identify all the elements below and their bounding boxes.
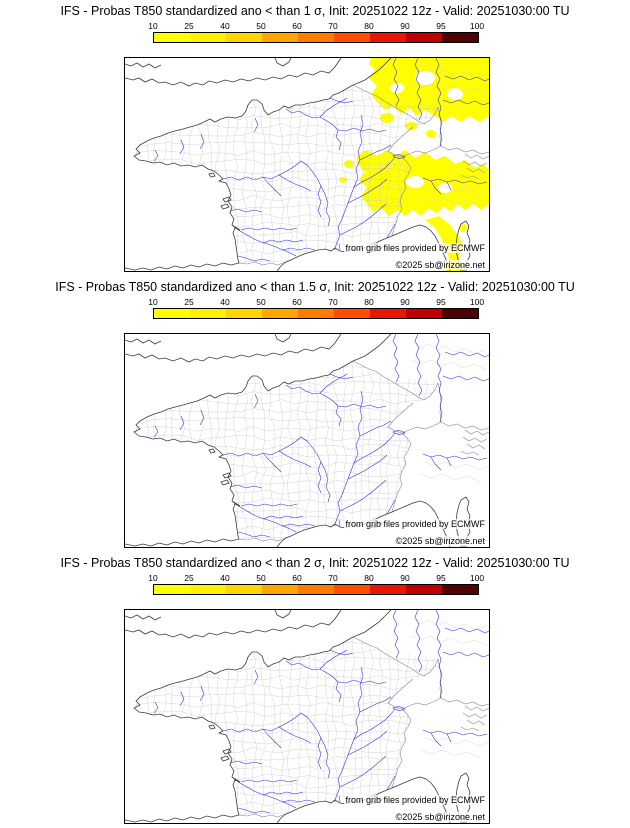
colorbar: 10 25 40 50 60 70 80 90 95 100 bbox=[148, 21, 484, 43]
colorbar-tick-label: 40 bbox=[220, 297, 230, 307]
colorbar-tick-label: 95 bbox=[436, 573, 446, 583]
map-france: from grib files provided by ECMWF ©2025 … bbox=[124, 57, 490, 272]
colorbar-segment bbox=[190, 33, 226, 42]
page-title: IFS - Probas T850 standardized ano < tha… bbox=[60, 4, 570, 18]
panel-sigma-1-5: IFS - Probas T850 standardized ano < tha… bbox=[0, 276, 630, 552]
colorbar-segment bbox=[334, 33, 370, 42]
colorbar-segment bbox=[298, 585, 334, 594]
colorbar-gradient bbox=[153, 308, 479, 319]
page-title: IFS - Probas T850 standardized ano < tha… bbox=[55, 280, 575, 294]
colorbar-tick-label: 25 bbox=[184, 297, 194, 307]
colorbar-segment bbox=[298, 309, 334, 318]
map-canvas bbox=[125, 334, 489, 547]
colorbar-segment bbox=[154, 585, 190, 594]
colorbar-segment bbox=[190, 309, 226, 318]
colorbar-tick-label: 50 bbox=[256, 297, 266, 307]
colorbar-segment bbox=[154, 33, 190, 42]
colorbar-segment bbox=[370, 585, 406, 594]
colorbar-tick-label: 10 bbox=[148, 21, 158, 31]
colorbar-tick-label: 100 bbox=[469, 297, 485, 307]
colorbar-gradient bbox=[153, 32, 479, 43]
colorbar-ticks: 10 25 40 50 60 70 80 90 95 100 bbox=[148, 573, 484, 583]
colorbar-ticks: 10 25 40 50 60 70 80 90 95 100 bbox=[148, 297, 484, 307]
map-france: from grib files provided by ECMWF ©2025 … bbox=[124, 333, 490, 548]
colorbar-segment bbox=[442, 33, 478, 42]
colorbar-tick-label: 50 bbox=[256, 573, 266, 583]
colorbar-tick-label: 95 bbox=[436, 21, 446, 31]
colorbar-segment bbox=[370, 309, 406, 318]
colorbar-segment bbox=[298, 33, 334, 42]
colorbar-segment bbox=[262, 33, 298, 42]
colorbar-tick-label: 60 bbox=[292, 573, 302, 583]
colorbar-segment bbox=[262, 585, 298, 594]
colorbar-segment bbox=[334, 585, 370, 594]
colorbar-tick-label: 40 bbox=[220, 21, 230, 31]
colorbar-segment bbox=[334, 309, 370, 318]
colorbar-segment bbox=[154, 309, 190, 318]
colorbar-tick-label: 100 bbox=[469, 573, 485, 583]
colorbar-tick-label: 25 bbox=[184, 573, 194, 583]
colorbar-tick-label: 95 bbox=[436, 297, 446, 307]
colorbar-segment bbox=[226, 585, 262, 594]
map-canvas bbox=[125, 58, 489, 271]
colorbar-tick-label: 70 bbox=[328, 21, 338, 31]
colorbar-tick-label: 100 bbox=[469, 21, 485, 31]
colorbar-segment bbox=[406, 309, 442, 318]
colorbar-segment bbox=[226, 33, 262, 42]
colorbar-tick-label: 60 bbox=[292, 297, 302, 307]
colorbar-segment bbox=[406, 585, 442, 594]
colorbar-segment bbox=[226, 309, 262, 318]
colorbar: 10 25 40 50 60 70 80 90 95 100 bbox=[148, 573, 484, 595]
panel-sigma-2: IFS - Probas T850 standardized ano < tha… bbox=[0, 552, 630, 828]
panel-sigma-1: IFS - Probas T850 standardized ano < tha… bbox=[0, 0, 630, 276]
map-france: from grib files provided by ECMWF ©2025 … bbox=[124, 609, 490, 824]
colorbar: 10 25 40 50 60 70 80 90 95 100 bbox=[148, 297, 484, 319]
colorbar-segment bbox=[442, 585, 478, 594]
colorbar-tick-label: 80 bbox=[364, 573, 374, 583]
colorbar-segment bbox=[262, 309, 298, 318]
credit-copyright: ©2025 sb@irizone.net bbox=[394, 812, 486, 822]
credit-ecmwf: from grib files provided by ECMWF bbox=[344, 243, 486, 253]
colorbar-segment bbox=[370, 33, 406, 42]
colorbar-gradient bbox=[153, 584, 479, 595]
page-title: IFS - Probas T850 standardized ano < tha… bbox=[60, 556, 570, 570]
colorbar-tick-label: 70 bbox=[328, 573, 338, 583]
colorbar-segment bbox=[190, 585, 226, 594]
colorbar-tick-label: 10 bbox=[148, 573, 158, 583]
credit-ecmwf: from grib files provided by ECMWF bbox=[344, 795, 486, 805]
colorbar-segment bbox=[442, 309, 478, 318]
colorbar-tick-label: 90 bbox=[400, 297, 410, 307]
colorbar-tick-label: 40 bbox=[220, 573, 230, 583]
colorbar-tick-label: 90 bbox=[400, 573, 410, 583]
colorbar-tick-label: 80 bbox=[364, 21, 374, 31]
colorbar-tick-label: 60 bbox=[292, 21, 302, 31]
credit-ecmwf: from grib files provided by ECMWF bbox=[344, 519, 486, 529]
colorbar-tick-label: 70 bbox=[328, 297, 338, 307]
colorbar-ticks: 10 25 40 50 60 70 80 90 95 100 bbox=[148, 21, 484, 31]
colorbar-tick-label: 10 bbox=[148, 297, 158, 307]
colorbar-tick-label: 50 bbox=[256, 21, 266, 31]
credit-copyright: ©2025 sb@irizone.net bbox=[394, 260, 486, 270]
credit-copyright: ©2025 sb@irizone.net bbox=[394, 536, 486, 546]
colorbar-segment bbox=[406, 33, 442, 42]
colorbar-tick-label: 90 bbox=[400, 21, 410, 31]
colorbar-tick-label: 25 bbox=[184, 21, 194, 31]
colorbar-tick-label: 80 bbox=[364, 297, 374, 307]
map-canvas bbox=[125, 610, 489, 823]
